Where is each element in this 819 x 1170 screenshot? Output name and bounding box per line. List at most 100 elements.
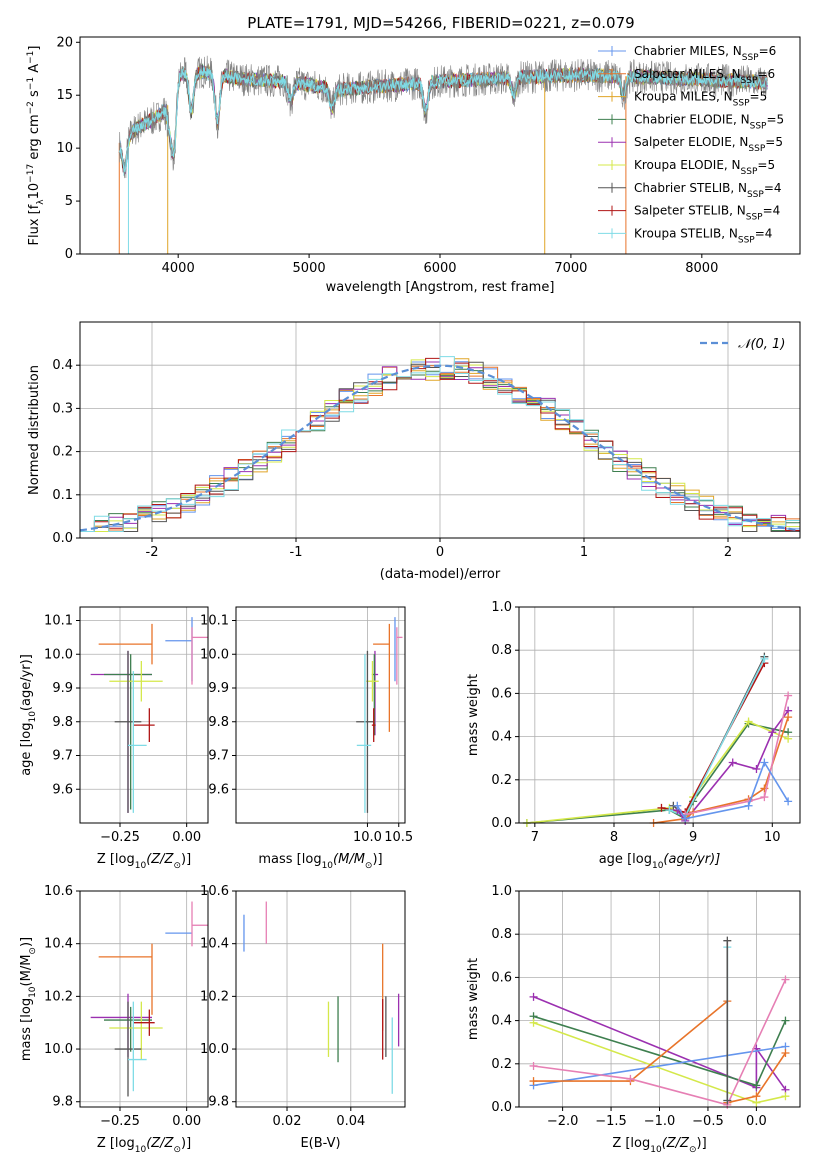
y-tick-label: 9.9 [208, 681, 229, 696]
y-axis-label-part: erg cm [27, 114, 42, 163]
weight-marker [626, 1074, 635, 1083]
weight-marker [781, 1016, 790, 1025]
legend-label-part: =5 [765, 135, 783, 149]
y-axis-label-part: 10 [28, 986, 38, 998]
x-tick-label: 10.5 [384, 830, 413, 845]
y-tick-label: 9.8 [208, 1095, 229, 1110]
y-tick-label: 0.4 [52, 358, 73, 373]
normal-distribution-curve [80, 364, 800, 532]
weight-marker [781, 1049, 790, 1057]
weight-series-line [669, 658, 766, 818]
weight-marker [744, 717, 753, 726]
weight-marker [760, 758, 769, 767]
weight-marker [760, 793, 769, 802]
x-tick-label: 8000 [685, 261, 718, 276]
weight-marker [781, 1092, 790, 1101]
weight-series-line [661, 662, 766, 814]
x-axis-label-part: ⊙ [365, 861, 373, 871]
legend-label-part: SSP [733, 99, 750, 109]
x-tick-label: −1.0 [644, 1114, 676, 1129]
y-axis-label-part: −1 [26, 77, 36, 90]
x-axis-label-part: )] [372, 852, 382, 867]
y-tick-label: 10.0 [200, 1042, 229, 1057]
legend-label: Chabrier STELIB, NSSP=4 [634, 181, 782, 200]
legend-label-part: =5 [766, 112, 784, 126]
x-axis-label: mass [log10(M/M⊙)] [258, 852, 382, 871]
x-tick-label: 5000 [293, 261, 326, 276]
axes-frame [235, 606, 406, 824]
x-tick-label: −0.25 [100, 1114, 140, 1129]
y-axis-label: mass weight [466, 674, 481, 756]
grid-lines [236, 890, 405, 1107]
x-tick-label: 0 [436, 545, 444, 560]
x-axis-label-part: Z [log [97, 1136, 135, 1151]
weight-series-line [533, 979, 787, 1106]
x-tick-label: 10 [764, 830, 781, 845]
histogram-steps [80, 356, 800, 532]
mass-vs-ebv-panel: 0.02 0.04 9.8 10.0 10.2 10.4 10.6 E(B-V) [200, 884, 406, 1151]
y-axis-label: age [log10(age/yr)] [19, 654, 38, 776]
legend-label-part: Salpeter MILES, N [634, 67, 741, 81]
x-axis-label-part: Z [log [612, 1136, 650, 1151]
x-tick-label: −1.5 [595, 1114, 627, 1129]
x-axis-label: Z [log10(Z/Z⊙)] [97, 1136, 191, 1155]
weight-series-line [533, 996, 787, 1091]
weight-marker [784, 713, 793, 722]
x-axis-label-part: (Z/Z [662, 1136, 690, 1151]
legend-label-part: =6 [757, 67, 775, 81]
legend-label-part: SSP [747, 190, 764, 200]
x-tick-label: 0.00 [172, 1114, 201, 1129]
x-tick-label: 0.02 [273, 1114, 302, 1129]
x-axis-label: (data-model)/error [380, 567, 501, 582]
axes-frame [79, 606, 209, 824]
y-tick-label: 10 [56, 141, 73, 156]
legend-label-part: =6 [759, 44, 777, 58]
errorbars [243, 901, 400, 1094]
y-tick-label: 9.8 [52, 1095, 73, 1110]
y-axis-label: mass [log10(M/M⊙)] [19, 937, 38, 1061]
x-tick-label: 7000 [554, 261, 587, 276]
x-axis-label-part: )] [181, 852, 191, 867]
weight-series-line [653, 716, 789, 824]
weight-marker [723, 1096, 732, 1105]
figure-title: PLATE=1791, MJD=54266, FIBERID=0221, z=0… [247, 14, 634, 32]
weight-vs-metallicity-panel: −2.0 −1.5 −1.0 −0.5 0.0 0.0 0.2 0.4 0.6 0.8 1.0 Z [… [466, 884, 801, 1155]
x-tick-label: 2 [724, 545, 732, 560]
weight-marker [529, 1077, 538, 1086]
grid-lines [519, 890, 800, 1108]
legend-label-part: SSP [746, 213, 763, 223]
legend-label: Kroupa MILES, NSSP=5 [634, 90, 767, 109]
y-axis-label: mass weight [466, 958, 481, 1040]
y-axis-label-part: −2 [26, 101, 36, 114]
x-axis-label-part: mass [log [258, 852, 321, 867]
y-tick-label: 10.0 [200, 647, 229, 662]
weight-marker [752, 1092, 761, 1101]
weight-marker [728, 758, 737, 767]
x-axis-label-part: )] [181, 1136, 191, 1151]
legend-label-part: SSP [750, 121, 767, 131]
y-axis-label-part: age [log [19, 723, 34, 776]
y-tick-label: 20 [56, 35, 73, 50]
grid-lines [519, 606, 800, 824]
legend-label-part: SSP [738, 235, 755, 245]
weight-marker [529, 992, 538, 1001]
x-axis-label: Z [log10(Z/Z⊙)] [612, 1136, 706, 1155]
legend-label-part: =5 [750, 90, 768, 104]
y-tick-label: 9.9 [52, 681, 73, 696]
y-tick-label: 9.8 [208, 715, 229, 730]
y-axis-label-part: mass [log [19, 998, 34, 1061]
y-axis-label-part: 10 [28, 711, 38, 723]
y-tick-label: 10.1 [44, 614, 73, 629]
y-axis-label: Flux [fλ10−17 erg cm−2 s−1 A−1] [26, 46, 46, 246]
y-axis-label-part: 10 [27, 183, 42, 200]
y-tick-label: 10.0 [44, 1042, 73, 1057]
y-axis-label-part: (age/yr)] [19, 654, 34, 711]
x-tick-label: 0.00 [172, 830, 201, 845]
grid-lines [80, 322, 800, 539]
legend-label-part: Salpeter STELIB, N [634, 204, 746, 218]
legend-label: Chabrier ELODIE, NSSP=5 [634, 112, 784, 131]
x-axis-label-part: Z [log [97, 852, 135, 867]
y-tick-label: 0.4 [491, 1014, 512, 1029]
y-tick-label: 1.0 [491, 600, 512, 615]
